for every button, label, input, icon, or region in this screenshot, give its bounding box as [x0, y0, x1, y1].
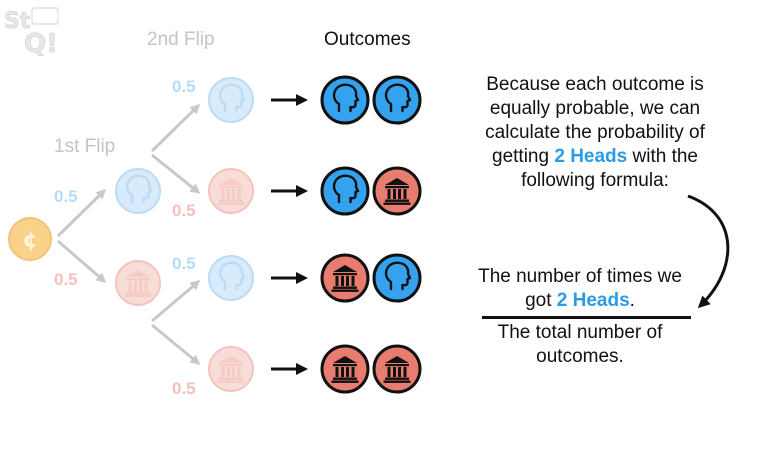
curved-arrow: [687, 194, 730, 309]
outcome-coin-heads: [320, 75, 370, 125]
branch-start-to-tails: [57, 239, 107, 283]
first-flip-header: 1st Flip: [54, 136, 116, 157]
svg-text:Q!: Q!: [24, 29, 58, 56]
svg-text:St: St: [4, 9, 31, 34]
start-coin: ¢: [8, 217, 52, 261]
second-flip-coin-4: [208, 346, 254, 392]
outcome-coin-heads: [372, 253, 422, 303]
prob-heads-then-tails: 0.5: [172, 201, 196, 220]
cent-icon: ¢: [22, 228, 37, 253]
numerator-highlight: 2 Heads: [556, 290, 630, 311]
second-flip-header: 2nd Flip: [147, 29, 215, 50]
statquest-logo-graphic: St Q!: [4, 7, 59, 59]
formula-denominator: The total number of outcomes.: [497, 322, 663, 367]
branch-tails-to-heads: [151, 280, 201, 323]
outcome-arrows: [271, 94, 308, 375]
first-flip-tails-coin: [115, 260, 161, 306]
formula-numerator: The number of times we got 2 Heads.: [470, 265, 690, 313]
second-flip-coin-2: [208, 168, 254, 214]
numerator-after: .: [629, 290, 635, 311]
second-flip-coin-1: [208, 77, 254, 123]
second-flip-coin-3: [208, 255, 254, 301]
outcome-coin-tails: [372, 344, 422, 394]
explanation-text: Because each outcome is equally probable…: [455, 73, 735, 193]
outcome-coin-heads: [372, 75, 422, 125]
outcome-coin-heads: [320, 166, 370, 216]
numerator-before: The number of times we got: [478, 266, 682, 311]
branch-start-to-heads: [56, 188, 107, 238]
outcomes-header: Outcomes: [324, 29, 411, 50]
outcome-coins: [320, 75, 422, 394]
explanation-before: Because each outcome is equally probable…: [485, 74, 705, 167]
prob-tails-then-heads: 0.5: [172, 254, 196, 273]
prob-heads-then-heads: 0.5: [172, 77, 196, 96]
outcome-coin-tails: [320, 253, 370, 303]
first-flip-heads-coin: [115, 168, 161, 214]
tree-branches: [56, 103, 201, 365]
branch-tails-to-tails: [151, 323, 201, 365]
prob-tails-then-tails: 0.5: [172, 379, 196, 398]
statquest-logo: St Q!: [2, 4, 66, 59]
outcome-coin-tails: [372, 166, 422, 216]
explanation-after: with the following formula:: [521, 146, 698, 191]
branch-heads-to-tails: [151, 153, 201, 194]
branch-heads-to-heads: [150, 103, 201, 153]
prob-first-heads: 0.5: [54, 187, 78, 206]
outcome-coin-tails: [320, 344, 370, 394]
prob-first-tails: 0.5: [54, 270, 78, 289]
explanation-highlight: 2 Heads: [554, 146, 628, 167]
fraction-bar: [482, 316, 691, 319]
